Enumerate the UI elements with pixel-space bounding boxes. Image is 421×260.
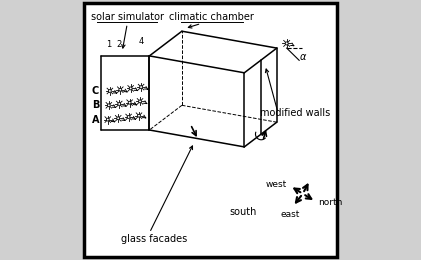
Circle shape xyxy=(139,100,141,103)
Circle shape xyxy=(127,116,130,118)
Circle shape xyxy=(109,90,111,92)
Circle shape xyxy=(138,114,141,117)
Text: south: south xyxy=(229,207,257,217)
Circle shape xyxy=(118,103,121,105)
Text: B: B xyxy=(92,100,99,110)
Circle shape xyxy=(128,101,131,104)
Circle shape xyxy=(129,87,132,90)
Text: C: C xyxy=(92,86,99,96)
Circle shape xyxy=(285,42,288,45)
Text: modified walls: modified walls xyxy=(260,108,330,118)
Circle shape xyxy=(140,86,142,88)
Text: solar simulator: solar simulator xyxy=(91,12,164,22)
Text: north: north xyxy=(318,198,342,207)
Circle shape xyxy=(119,88,122,91)
Text: α: α xyxy=(300,52,306,62)
Text: 1: 1 xyxy=(106,40,112,49)
Circle shape xyxy=(117,117,120,120)
Text: 4: 4 xyxy=(139,36,144,46)
Text: A: A xyxy=(92,115,99,125)
Text: climatic chamber: climatic chamber xyxy=(169,12,254,22)
Text: west: west xyxy=(266,180,287,189)
Circle shape xyxy=(107,118,109,121)
Circle shape xyxy=(107,104,110,107)
Text: 2: 2 xyxy=(117,40,122,49)
Text: glass facades: glass facades xyxy=(122,234,188,244)
Text: east: east xyxy=(281,210,300,219)
